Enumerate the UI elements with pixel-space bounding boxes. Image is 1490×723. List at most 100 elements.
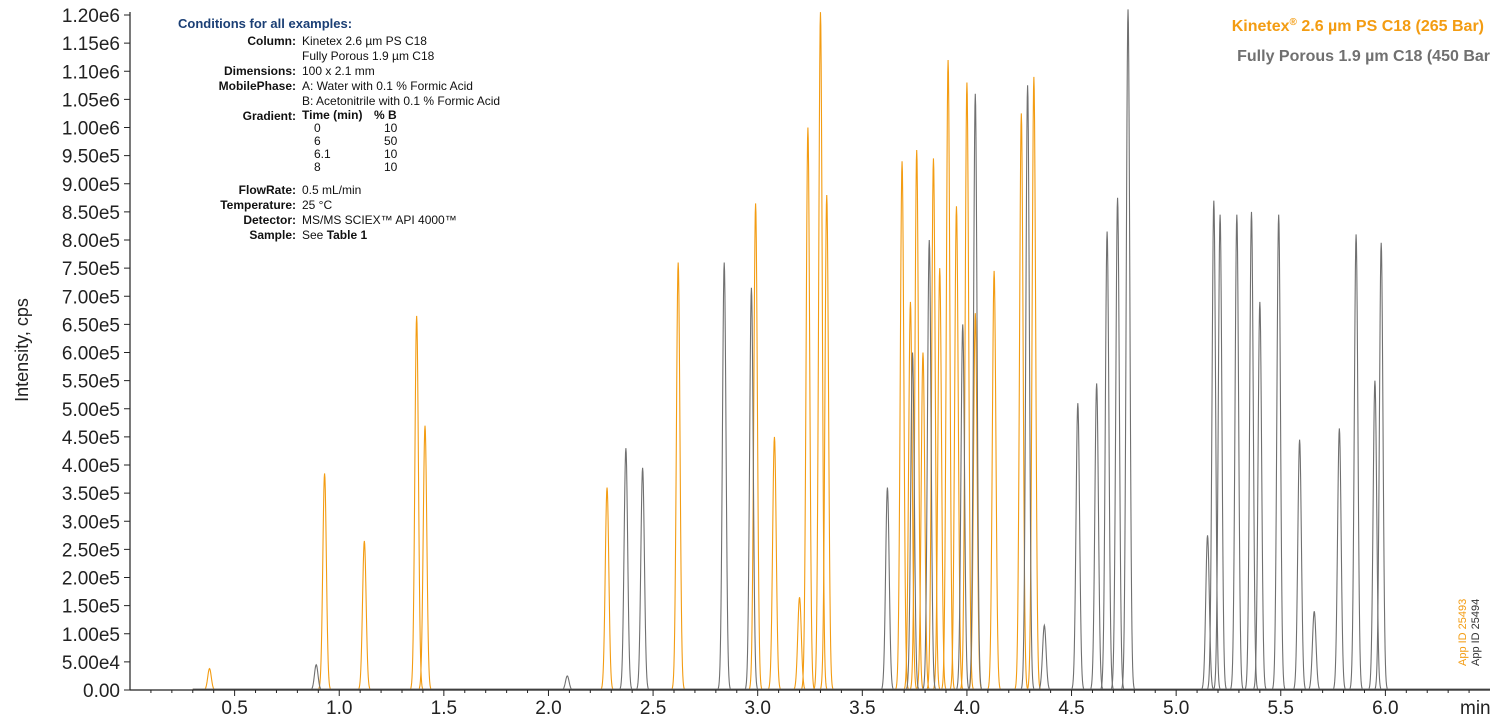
- series-2: [192, 9, 1490, 691]
- chromatogram-peak: [926, 158, 941, 691]
- x-tick-label: 4.0: [954, 698, 980, 719]
- x-tick-label: 2.0: [535, 698, 561, 719]
- y-tick-label: 1.00e6: [62, 119, 120, 140]
- x-tick-label: 4.5: [1058, 698, 1084, 719]
- y-tick-label: 8.00e5: [62, 231, 120, 252]
- y-tick-label: 7.50e5: [62, 259, 120, 280]
- flow-rate-val: 0.5 mL/min: [302, 183, 362, 197]
- gradient-data-row: 0 10: [314, 121, 398, 135]
- y-tick-label: 4.50e5: [62, 428, 120, 449]
- chromatogram-peak: [1373, 242, 1389, 691]
- chromatogram-peak: [767, 436, 782, 691]
- chromatogram-peak: [909, 149, 925, 691]
- y-tick-label: 2.50e5: [62, 540, 120, 561]
- chromatogram-peak: [1070, 403, 1086, 691]
- gradient-header-b: % B: [374, 108, 397, 122]
- chromatogram-peak: [792, 597, 807, 691]
- chromatogram-peak: [800, 127, 816, 691]
- chromatogram-peak: [1332, 428, 1347, 691]
- chromatogram-peak: [618, 448, 634, 691]
- y-tick-label: 0.00: [83, 681, 120, 702]
- x-tick-label: 0.5: [221, 698, 247, 719]
- gradient-data-row: 6.1 10: [314, 147, 398, 161]
- gradient-header-time: Time (min): [302, 108, 363, 122]
- mobile-phase-key: MobilePhase:: [218, 79, 296, 93]
- y-tick-label: 6.00e5: [62, 344, 120, 365]
- y-tick-label: 5.00e4: [62, 653, 121, 674]
- x-ticks: 0.5 1.0 1.5 2.0 2.5 3.0 3.5 4.0 4.5 5.0 5.5 6.0: [150, 690, 1470, 719]
- chromatogram-peak: [903, 301, 918, 691]
- y-ticks: 0.00 5.00e4 1.00e5 1.50e5 2.00e5 2.50e5 3.00e5…: [62, 6, 130, 702]
- chromatogram-peak: [1229, 214, 1245, 691]
- chromatogram-peak: [949, 206, 964, 691]
- dimensions-row: Dimensions: 100 x 2.1 mm: [150, 64, 500, 79]
- chromatogram-peak: [417, 425, 433, 691]
- chromatogram-peak: [744, 287, 759, 691]
- gradient-key: Gradient:: [242, 109, 296, 123]
- detector-row: Detector: MS/MS SCIEX™ API 4000™: [150, 213, 500, 228]
- chromatogram-peak: [819, 194, 835, 691]
- y-tick-label: 5.50e5: [62, 372, 120, 393]
- y-tick-label: 2.00e5: [62, 569, 120, 590]
- mobile-phase-row-2: B: Acetonitrile with 0.1 % Formic Acid: [150, 94, 500, 109]
- legend-series-2: Fully Porous 1.9 µm C18 (450 Bar: [1237, 48, 1490, 65]
- chromatogram-peak: [670, 262, 686, 691]
- chromatogram-peak: [1110, 197, 1125, 691]
- chromatogram-peak: [1212, 214, 1228, 691]
- chromatogram-peak: [1367, 380, 1383, 691]
- x-tick-label: 2.5: [640, 698, 666, 719]
- chromatogram-peak: [1252, 301, 1268, 691]
- chromatogram-peak: [1206, 200, 1222, 691]
- temperature-val: 25 °C: [302, 198, 333, 212]
- y-tick-label: 9.00e5: [62, 175, 120, 196]
- chromatogram-peak: [317, 473, 332, 691]
- chromatogram-peak: [955, 324, 971, 691]
- chromatogram-peak: [1013, 113, 1029, 691]
- x-unit-label: min: [1460, 698, 1490, 719]
- chromatogram-peak: [880, 487, 895, 691]
- temperature-row: Temperature: 25 °C: [150, 198, 500, 213]
- y-tick-label: 6.50e5: [62, 315, 120, 336]
- app-id-gray: App ID 25494: [1470, 599, 1482, 666]
- chromatogram-peak: [1271, 214, 1287, 691]
- x-tick-label: 3.0: [744, 698, 770, 719]
- chromatogram-peak: [1292, 439, 1307, 691]
- x-tick-label: 5.5: [1268, 698, 1294, 719]
- chromatogram-peak: [635, 467, 650, 691]
- column-key: Column:: [247, 34, 296, 48]
- sample-row: Sample: See Table 1: [150, 228, 500, 243]
- series-layer: [192, 9, 1490, 691]
- chromatogram-peak: [1200, 535, 1215, 691]
- chromatogram-peak: [813, 12, 828, 691]
- legend-series-1: Kinetex® 2.6 µm PS C18 (265 Bar): [1232, 17, 1484, 35]
- chromatogram-peak: [1244, 211, 1259, 691]
- dimensions-val: 100 x 2.1 mm: [302, 64, 375, 78]
- chromatogram-peak: [1020, 85, 1036, 691]
- flow-rate-key: FlowRate:: [238, 183, 296, 197]
- x-tick-label: 1.5: [431, 698, 457, 719]
- chromatogram-peak: [1099, 231, 1115, 691]
- column-row: Column: Kinetex 2.6 µm PS C18: [150, 34, 500, 49]
- chromatogram-peak: [986, 270, 1002, 691]
- y-tick-label: 1.20e6: [62, 6, 120, 27]
- chromatogram-peak: [1348, 234, 1364, 691]
- chromatogram-peak: [915, 352, 931, 691]
- y-axis-label: Intensity, cps: [12, 298, 32, 402]
- column-val-1: Kinetex 2.6 µm PS C18: [302, 34, 427, 48]
- chromatogram-peak: [748, 203, 763, 691]
- x-tick-label: 5.0: [1163, 698, 1189, 719]
- y-tick-label: 3.50e5: [62, 484, 120, 505]
- chromatogram-peak: [202, 667, 217, 691]
- gradient-data-row: 8 10: [314, 160, 398, 174]
- chromatogram-peak: [1089, 383, 1104, 691]
- conditions-title: Conditions for all examples:: [178, 16, 353, 31]
- app-id-orange: App ID 25493: [1457, 599, 1469, 666]
- conditions-box: Conditions for all examples: Column: Kin…: [150, 16, 500, 243]
- chromatogram-peak: [357, 540, 372, 691]
- chromatogram-peak: [409, 315, 424, 691]
- detector-val: MS/MS SCIEX™ API 4000™: [302, 213, 457, 227]
- sample-key: Sample:: [249, 228, 296, 242]
- x-tick-label: 3.5: [849, 698, 875, 719]
- mobile-phase-val-1: A: Water with 0.1 % Formic Acid: [302, 79, 473, 93]
